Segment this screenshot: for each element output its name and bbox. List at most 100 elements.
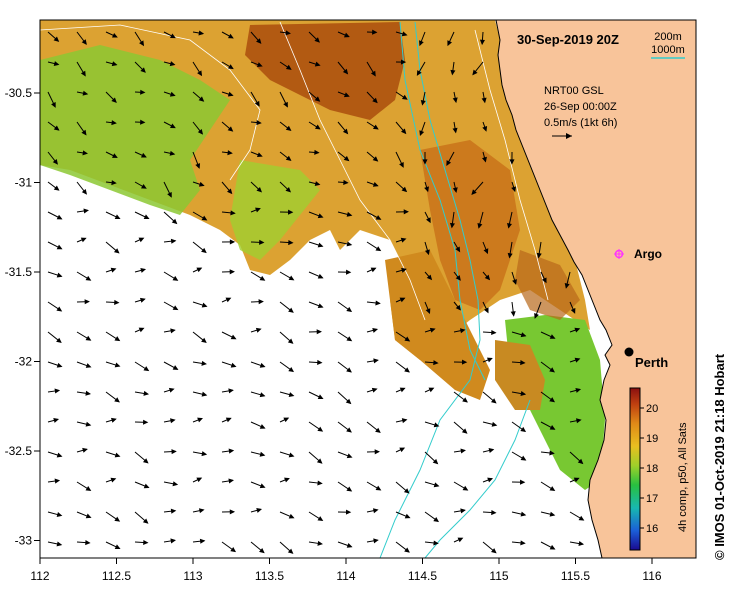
argo-marker xyxy=(614,249,624,259)
current-arrow-head xyxy=(140,67,146,73)
current-arrow-head xyxy=(375,246,382,252)
current-arrow-head xyxy=(230,547,237,553)
current-arrow-head xyxy=(287,548,294,554)
current-arrow-head xyxy=(404,336,411,342)
current-arrow-head xyxy=(573,477,580,483)
current-arrow-head xyxy=(197,128,204,135)
current-arrow-head xyxy=(112,32,118,38)
scale-arrow xyxy=(552,133,572,139)
current-arrow-head xyxy=(520,540,526,546)
colorbar-tick-label: 20 xyxy=(646,403,658,415)
current-arrow-head xyxy=(314,61,321,67)
current-arrow-head xyxy=(285,125,292,131)
current-arrow-head xyxy=(452,127,458,134)
current-arrow-head xyxy=(317,242,324,248)
current-arrow-head xyxy=(80,237,87,243)
current-arrow-head xyxy=(520,426,527,433)
product-line-2: 26-Sep 00:00Z xyxy=(544,101,617,113)
current-arrow-head xyxy=(197,417,203,423)
current-arrow-head xyxy=(314,37,320,43)
current-arrow-head xyxy=(201,337,207,344)
current-arrow-head xyxy=(452,97,458,104)
current-arrow-head xyxy=(169,61,176,67)
isobath-200m-mid xyxy=(279,21,426,321)
current-arrow-head xyxy=(346,211,353,217)
current-arrow-head xyxy=(54,478,61,484)
current-arrow-head xyxy=(229,239,236,245)
current-arrow-head xyxy=(472,69,478,76)
x-tick-label: 113.5 xyxy=(255,569,284,583)
current-arrow-head xyxy=(288,513,295,519)
current-arrow-head xyxy=(510,311,516,317)
current-arrow-head xyxy=(85,335,92,341)
current-arrow-head xyxy=(288,240,294,246)
current-arrow-head xyxy=(287,209,294,215)
current-arrow-head xyxy=(429,327,436,333)
current-arrow-head xyxy=(424,249,430,256)
current-arrow-head xyxy=(314,181,321,187)
y-tick-label: -33 xyxy=(15,534,33,548)
current-arrow-head xyxy=(195,163,201,169)
current-arrow-head xyxy=(113,248,120,254)
current-arrow-head xyxy=(52,159,58,165)
current-arrow-head xyxy=(399,162,404,168)
current-arrow-head xyxy=(343,179,349,185)
current-arrow-head xyxy=(507,252,513,259)
current-arrow-head xyxy=(256,507,262,513)
current-arrow-head xyxy=(168,387,175,393)
current-arrow-head xyxy=(399,447,406,453)
current-arrow-head xyxy=(56,337,62,344)
current-arrow-head xyxy=(574,327,581,333)
current-arrow-head xyxy=(416,70,422,76)
current-arrow-head xyxy=(255,207,261,213)
current-arrow-head xyxy=(229,269,235,275)
sst-field-green-mid xyxy=(230,160,320,260)
current-arrow-head xyxy=(143,366,150,372)
current-arrow-head xyxy=(370,70,376,77)
current-arrow-head xyxy=(455,246,461,253)
current-arrow-head xyxy=(491,421,498,427)
sst-field-warm-east xyxy=(515,250,580,320)
current-arrow-head xyxy=(455,275,461,281)
current-arrow-head xyxy=(82,150,89,156)
current-arrow-head xyxy=(372,327,379,333)
isobath-1000m-inner xyxy=(399,21,486,381)
current-arrow-head xyxy=(172,275,179,281)
current-arrow-head xyxy=(196,267,203,273)
y-tick-label: -31 xyxy=(15,176,33,190)
current-arrow-head xyxy=(450,69,456,76)
current-arrow-head xyxy=(346,367,352,373)
current-arrow-head xyxy=(85,421,92,427)
current-arrow-head xyxy=(343,32,350,38)
current-arrow-head xyxy=(84,299,90,305)
current-arrow-head xyxy=(372,124,379,130)
current-arrow-head xyxy=(401,418,408,424)
current-arrow-head xyxy=(230,334,237,340)
current-arrow-head xyxy=(520,360,526,366)
current-arrow-head xyxy=(575,418,582,424)
current-arrow-head xyxy=(229,509,236,515)
current-arrow-head xyxy=(317,516,324,522)
current-arrow-head xyxy=(371,387,378,393)
current-arrow-head xyxy=(83,208,90,214)
current-arrow-head xyxy=(283,417,290,423)
current-arrow-head xyxy=(433,422,440,428)
current-arrow-head xyxy=(491,329,497,336)
current-arrow-head xyxy=(288,452,295,458)
current-vectors xyxy=(47,29,585,554)
current-arrow-head xyxy=(285,155,292,161)
current-arrow-head xyxy=(138,237,145,243)
current-arrow-head xyxy=(446,160,452,166)
current-arrow-head xyxy=(259,392,266,398)
current-arrow-head xyxy=(461,428,468,434)
current-arrow-head xyxy=(170,538,176,544)
sst-field-rottnest xyxy=(495,340,545,410)
current-arrow-head xyxy=(370,267,377,273)
current-arrow-head xyxy=(401,94,408,100)
colorbar-ramp xyxy=(629,387,641,551)
current-arrow-head xyxy=(461,359,468,365)
current-arrow-head xyxy=(201,360,207,366)
current-arrow-head xyxy=(110,477,117,483)
current-arrow-head xyxy=(577,458,584,465)
